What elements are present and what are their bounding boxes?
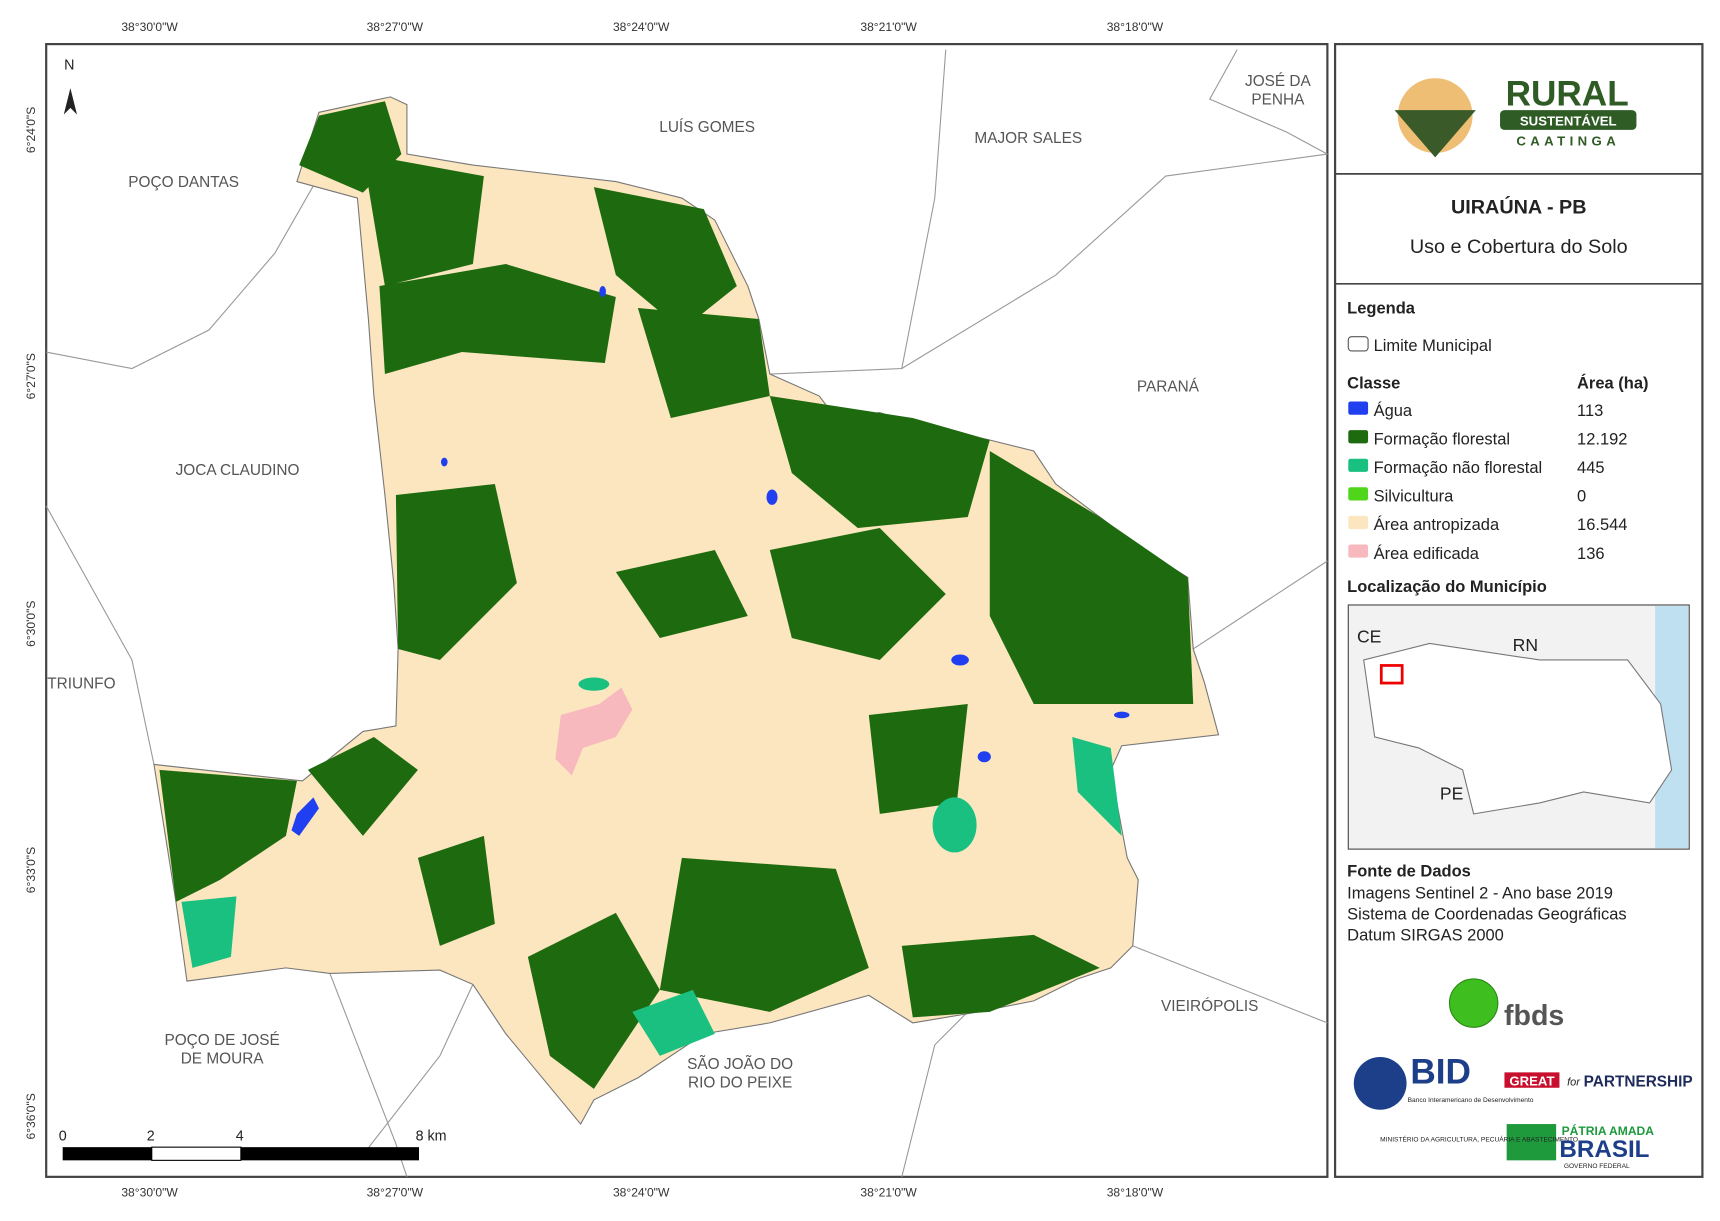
inset-label: RN <box>1513 635 1538 655</box>
left-coordinate: 6°36'0"S <box>24 1093 38 1139</box>
legend-area: 136 <box>1577 545 1605 563</box>
location-title: Localização do Município <box>1347 578 1547 596</box>
legend-area: 113 <box>1577 402 1603 420</box>
bottom-coordinate: 38°30'0"W <box>121 1186 178 1200</box>
title: UIRAÚNA - PB <box>1451 194 1587 218</box>
brasil-text: BRASIL <box>1559 1136 1649 1163</box>
left-coordinate: 6°24'0"S <box>24 107 38 153</box>
place-label: POÇO DANTAS <box>128 174 239 191</box>
for-text: for <box>1567 1077 1581 1089</box>
patria-text: PÁTRIA AMADA <box>1562 1123 1655 1138</box>
scale-segment <box>62 1147 152 1161</box>
subtitle: Uso e Cobertura do Solo <box>1410 236 1628 258</box>
bottom-coordinate: 38°24'0"W <box>613 1186 670 1200</box>
scale-label: 0 <box>59 1129 67 1145</box>
inset-locator <box>1379 664 1404 685</box>
area-header: Área (ha) <box>1577 373 1648 392</box>
legend-class: Silvicultura <box>1374 488 1455 506</box>
great-text: GREAT <box>1509 1074 1554 1089</box>
place-label: JOCA CLAUDINO <box>176 462 300 479</box>
top-coordinate: 38°30'0"W <box>121 20 178 34</box>
legend-swatch <box>1348 401 1369 415</box>
legend-area: 12.192 <box>1577 430 1627 448</box>
north-arrow <box>63 88 77 115</box>
source-line: Sistema de Coordenadas Geográficas <box>1347 906 1626 924</box>
place-label: TRIUNFO <box>47 676 115 693</box>
legend-class: Área antropizada <box>1374 515 1500 534</box>
inset-state <box>1363 642 1673 815</box>
neighbor-borders <box>45 49 1328 1178</box>
logo-region: CAATINGA <box>1516 133 1620 148</box>
fbds-logo <box>1448 978 1499 1028</box>
place-label: PARANÁ <box>1137 379 1200 396</box>
legend-swatch <box>1348 544 1369 558</box>
left-coordinate: 6°27'0"S <box>24 353 38 399</box>
legend-class: Formação não florestal <box>1374 459 1543 477</box>
forest-patches <box>159 101 1194 1089</box>
brasil-logo <box>1506 1124 1557 1161</box>
legend-title: Legenda <box>1347 300 1416 318</box>
legend-swatch <box>1348 487 1369 501</box>
left-coordinate: 6°30'0"S <box>24 600 38 646</box>
logo-name: RURAL <box>1506 75 1629 114</box>
fbds-text: fbds <box>1504 1000 1564 1032</box>
logo-sub: SUSTENTÁVEL <box>1520 113 1617 128</box>
source-line: Datum SIRGAS 2000 <box>1347 926 1504 944</box>
source-line: Imagens Sentinel 2 - Ano base 2019 <box>1347 885 1613 903</box>
legend-area: 445 <box>1577 459 1605 477</box>
inset-label: CE <box>1357 626 1381 646</box>
boundary-swatch <box>1347 336 1369 352</box>
legend-class: Água <box>1374 401 1413 420</box>
place-label: POÇO DE JOSÉ DE MOURA <box>164 1032 279 1067</box>
bid-text: BID <box>1410 1052 1471 1091</box>
great-logo <box>1504 1072 1560 1088</box>
scale-label: 2 <box>147 1129 155 1145</box>
scale-label: 4 <box>236 1129 244 1145</box>
place-label: MAJOR SALES <box>974 130 1082 147</box>
bid-sub: Banco Interamericano de Desenvolvimento <box>1408 1097 1534 1104</box>
inset-label: PE <box>1440 784 1463 804</box>
nonforest-patches <box>181 677 1122 1056</box>
place-label: JOSÉ DA PENHA <box>1245 73 1312 108</box>
place-label: LUÍS GOMES <box>659 119 755 136</box>
scale-segment <box>240 1147 420 1161</box>
bottom-coordinate: 38°21'0"W <box>860 1186 917 1200</box>
logo-diamond <box>1394 110 1476 158</box>
top-coordinate: 38°18'0"W <box>1107 20 1164 34</box>
legend-class: Área edificada <box>1374 544 1480 563</box>
legend-area: 0 <box>1577 488 1586 506</box>
place-label: SÃO JOÃO DO RIO DO PEIXE <box>687 1056 793 1091</box>
top-coordinate: 38°24'0"W <box>613 20 670 34</box>
ministry-text: MINISTÉRIO DA AGRICULTURA, PECUÁRIA E AB… <box>1380 1135 1578 1144</box>
partnership-text: PARTNERSHIP <box>1584 1074 1693 1091</box>
scale-label: 8 km <box>416 1129 447 1145</box>
legend-swatch <box>1348 430 1369 444</box>
logo-band <box>1500 110 1637 130</box>
gov-text: GOVERNO FEDERAL <box>1564 1163 1630 1170</box>
legend-area: 16.544 <box>1577 516 1627 534</box>
urban-area <box>555 687 633 776</box>
top-coordinate: 38°21'0"W <box>860 20 917 34</box>
bid-logo <box>1353 1056 1407 1110</box>
class-header: Classe <box>1347 374 1400 392</box>
top-coordinate: 38°27'0"W <box>367 20 424 34</box>
place-label: VIEIRÓPOLIS <box>1161 998 1258 1015</box>
legend-swatch <box>1348 515 1369 530</box>
bottom-coordinate: 38°27'0"W <box>367 1186 424 1200</box>
north-label: N <box>64 57 74 73</box>
legend-class: Formação florestal <box>1374 430 1511 448</box>
left-coordinate: 6°33'0"S <box>24 847 38 893</box>
panel-dividers <box>1335 173 1703 285</box>
bottom-coordinate: 38°18'0"W <box>1107 1186 1164 1200</box>
boundary-label: Limite Municipal <box>1374 337 1492 355</box>
legend-swatch <box>1348 458 1369 472</box>
scale-segment <box>151 1146 242 1161</box>
water-bodies <box>291 286 1130 836</box>
source-title: Fonte de Dados <box>1347 863 1471 881</box>
